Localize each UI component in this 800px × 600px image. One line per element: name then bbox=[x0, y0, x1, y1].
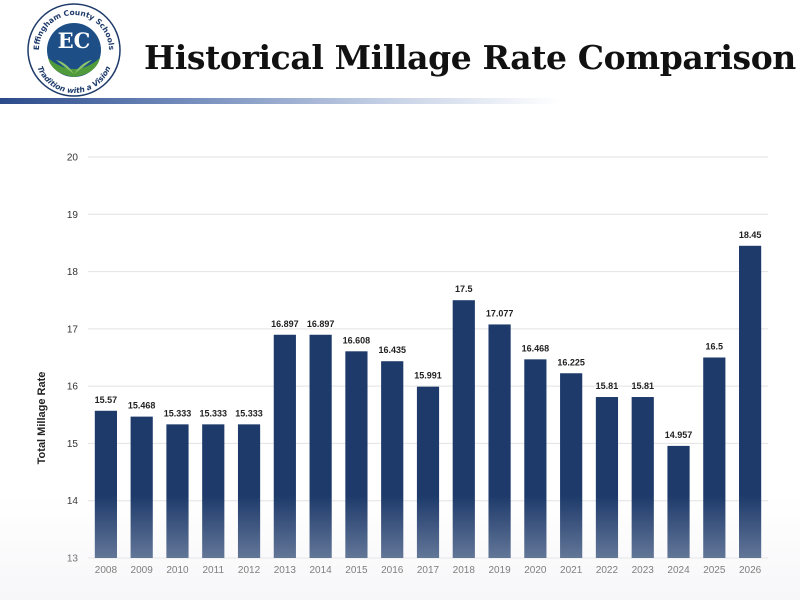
data-label: 15.333 bbox=[199, 408, 227, 418]
x-tick-label: 2017 bbox=[417, 565, 440, 576]
x-tick-label: 2013 bbox=[274, 565, 297, 576]
x-tick-label: 2021 bbox=[560, 565, 583, 576]
bar-2024 bbox=[667, 445, 690, 558]
bar-2018 bbox=[452, 300, 475, 558]
data-label: 14.957 bbox=[665, 430, 693, 440]
x-tick-label: 2023 bbox=[632, 565, 655, 576]
data-label: 15.81 bbox=[596, 381, 619, 391]
y-tick-label: 13 bbox=[67, 554, 79, 565]
slide-title: Historical Millage Rate Comparison bbox=[144, 38, 796, 77]
bar-2008 bbox=[94, 410, 117, 558]
data-label: 15.81 bbox=[631, 381, 654, 391]
x-tick-label: 2018 bbox=[453, 565, 476, 576]
school-logo: EC Effingham County Schools Tradition wi… bbox=[27, 3, 121, 97]
bar-2021 bbox=[560, 373, 583, 558]
data-label: 16.435 bbox=[378, 345, 406, 355]
data-label: 15.991 bbox=[414, 371, 442, 381]
bar-2009 bbox=[130, 416, 153, 558]
x-tick-label: 2016 bbox=[381, 565, 404, 576]
x-axis-ticks: 2008 2009 2010 2011 2012 2013 2014 2015 2016 2017… bbox=[95, 565, 762, 576]
data-label: 15.57 bbox=[95, 395, 118, 405]
slide-header: EC Effingham County Schools Tradition wi… bbox=[0, 0, 800, 110]
bar-2022 bbox=[595, 397, 619, 558]
bar-2017 bbox=[416, 386, 440, 558]
y-tick-label: 16 bbox=[67, 382, 79, 393]
data-label: 16.468 bbox=[522, 343, 550, 353]
bars bbox=[94, 245, 762, 558]
data-label: 16.608 bbox=[343, 335, 371, 345]
data-label: 17.077 bbox=[486, 308, 514, 318]
data-label: 16.897 bbox=[271, 319, 299, 329]
bar-2013 bbox=[273, 334, 296, 558]
y-tick-label: 20 bbox=[67, 153, 79, 164]
x-tick-label: 2025 bbox=[703, 565, 726, 576]
bar-2026 bbox=[739, 245, 762, 558]
x-tick-label: 2019 bbox=[488, 565, 511, 576]
x-tick-label: 2010 bbox=[166, 565, 189, 576]
bar-2016 bbox=[381, 361, 404, 558]
bar-2012 bbox=[237, 424, 261, 558]
bar-2025 bbox=[703, 357, 726, 558]
logo-initials: EC bbox=[58, 28, 91, 53]
y-tick-label: 19 bbox=[67, 210, 79, 221]
y-axis-label: Total Millage Rate bbox=[36, 372, 48, 465]
bar-2019 bbox=[488, 324, 511, 558]
bar-2015 bbox=[345, 351, 368, 558]
x-tick-label: 2009 bbox=[131, 565, 154, 576]
y-tick-label: 15 bbox=[67, 439, 79, 450]
y-tick-label: 14 bbox=[67, 496, 79, 507]
bar-2023 bbox=[631, 397, 654, 558]
bar-2020 bbox=[524, 359, 547, 558]
y-tick-label: 17 bbox=[67, 324, 79, 335]
data-label: 15.333 bbox=[235, 408, 263, 418]
data-label: 16.5 bbox=[706, 342, 724, 352]
data-label: 15.333 bbox=[164, 408, 192, 418]
y-tick-label: 18 bbox=[67, 267, 79, 278]
x-tick-label: 2014 bbox=[310, 565, 333, 576]
x-tick-label: 2020 bbox=[524, 565, 547, 576]
x-tick-label: 2011 bbox=[203, 565, 225, 576]
data-label: 16.897 bbox=[307, 319, 335, 329]
y-axis-ticks: 13 14 15 16 17 18 19 20 bbox=[67, 153, 79, 565]
title-underline bbox=[0, 98, 560, 104]
data-label: 16.225 bbox=[557, 357, 585, 367]
millage-bar-chart: 13 14 15 16 17 18 19 20 15.57 15.468 15.333 15.333… bbox=[36, 153, 768, 576]
bar-2011 bbox=[202, 424, 225, 558]
data-label: 17.5 bbox=[455, 284, 473, 294]
x-tick-label: 2024 bbox=[667, 565, 690, 576]
x-tick-label: 2015 bbox=[345, 565, 368, 576]
x-tick-label: 2022 bbox=[596, 565, 619, 576]
bar-2014 bbox=[309, 334, 332, 558]
x-tick-label: 2008 bbox=[95, 565, 118, 576]
data-label: 18.45 bbox=[739, 230, 762, 240]
x-tick-label: 2026 bbox=[739, 565, 762, 576]
bar-2010 bbox=[166, 424, 189, 558]
x-tick-label: 2012 bbox=[238, 565, 261, 576]
data-labels: 15.57 15.468 15.333 15.333 15.333 16.897 16.89… bbox=[95, 230, 762, 440]
data-label: 15.468 bbox=[128, 401, 156, 411]
